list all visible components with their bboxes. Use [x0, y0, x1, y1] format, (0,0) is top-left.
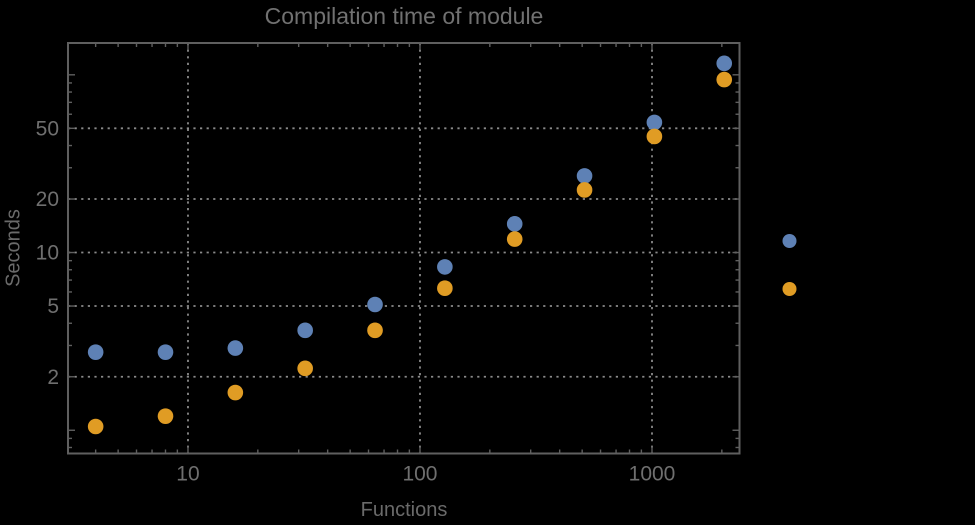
- y-tick-label: 50: [36, 117, 59, 140]
- data-point-series-blue: [157, 344, 174, 360]
- data-point-series-blue: [576, 168, 593, 184]
- data-point-series-orange: [646, 128, 663, 145]
- y-axis-label: Seconds: [2, 209, 25, 287]
- plot-frame: [67, 42, 741, 455]
- data-point-series-orange: [157, 408, 174, 424]
- data-point-series-orange: [367, 322, 383, 339]
- chart-title: Compilation time of module: [264, 3, 544, 29]
- data-point-series-orange: [437, 280, 453, 296]
- data-point-series-blue: [506, 216, 523, 232]
- data-point-series-orange: [227, 384, 244, 401]
- data-point-series-orange: [506, 231, 523, 247]
- data-point-series-orange: [297, 360, 313, 377]
- y-tick-label: 20: [36, 188, 59, 211]
- data-point-series-blue: [297, 322, 313, 339]
- data-point-series-blue: [646, 114, 663, 131]
- x-tick-label: 100: [402, 463, 437, 486]
- legend-marker-series-orange: [782, 282, 797, 296]
- data-point-series-blue: [716, 55, 733, 72]
- data-point-series-orange: [87, 418, 104, 435]
- data-point-series-orange: [716, 71, 733, 88]
- x-tick-label: 10: [176, 463, 199, 486]
- data-point-series-blue: [87, 344, 104, 360]
- x-tick-label: 1000: [629, 463, 676, 486]
- data-point-series-blue: [367, 296, 383, 313]
- data-point-series-blue: [227, 340, 244, 356]
- x-axis-label: Functions: [360, 499, 448, 521]
- data-point-series-blue: [437, 259, 453, 275]
- data-point-series-orange: [576, 182, 593, 198]
- y-tick-label: 10: [36, 242, 59, 265]
- y-tick-label: 2: [47, 366, 59, 389]
- legend-marker-series-blue: [782, 234, 797, 248]
- y-tick-label: 5: [47, 295, 59, 318]
